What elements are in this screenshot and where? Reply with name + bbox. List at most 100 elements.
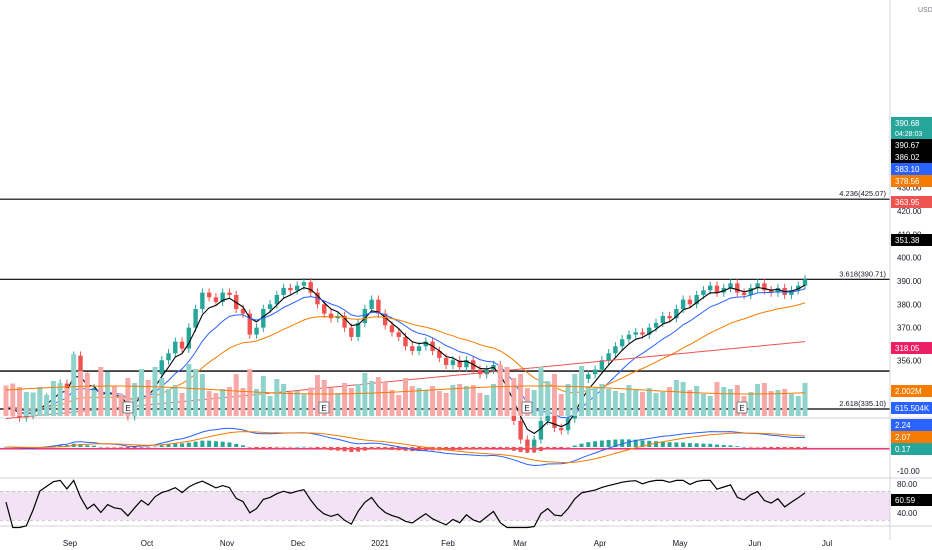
volume-bar xyxy=(457,384,463,416)
volume-bar xyxy=(660,392,666,416)
macd-histogram-bar xyxy=(647,440,652,447)
candle-body xyxy=(78,355,83,377)
macd-histogram-bar xyxy=(308,447,313,448)
candle-body xyxy=(477,369,483,375)
candle-body xyxy=(206,292,212,298)
candle-body xyxy=(599,360,605,370)
rsi-pane xyxy=(0,479,890,529)
macd-histogram-bar xyxy=(240,445,245,447)
volume-bar xyxy=(775,390,781,416)
volume-bar xyxy=(416,388,422,416)
macd-histogram-bar xyxy=(132,447,137,449)
x-tick-label: May xyxy=(672,539,687,548)
volume-bar xyxy=(274,379,280,416)
candle-body xyxy=(714,285,720,293)
price-tag-timer: 04:28:03 xyxy=(895,131,922,138)
candle-body xyxy=(355,322,361,337)
macd-histogram-bar xyxy=(525,447,530,453)
macd-histogram-bar xyxy=(545,447,550,450)
candle-body xyxy=(741,292,747,295)
volume-bar xyxy=(186,364,192,416)
earnings-marker xyxy=(318,401,330,414)
volume-bar xyxy=(125,378,131,416)
macd-histogram-bar xyxy=(200,440,205,447)
macd-histogram-bar xyxy=(714,444,719,447)
candle-body xyxy=(423,341,429,347)
macd-histogram-bar xyxy=(389,447,394,451)
macd-histogram-bar xyxy=(85,445,90,447)
y-tick-label: 380.00 xyxy=(897,300,922,309)
price-tag-label: 390.67 xyxy=(895,141,920,150)
volume-bar xyxy=(518,374,524,416)
macd-histogram-bar xyxy=(301,446,306,448)
volume-bar xyxy=(77,371,83,416)
axis-layer: USD356.00370.00380.00390.00400.00410.004… xyxy=(63,0,932,548)
fib-level-label: 4.236(425.07) xyxy=(839,189,886,198)
candle-body xyxy=(173,341,178,354)
y-tick-label: 430.00 xyxy=(897,184,922,193)
y-tick-label: 420.00 xyxy=(897,207,922,216)
candle-body xyxy=(294,285,300,291)
volume-bar xyxy=(172,385,178,416)
volume-bar xyxy=(463,386,469,416)
volume-bar xyxy=(145,380,151,416)
volume-ma-tag-bg xyxy=(891,385,932,397)
volume-bar xyxy=(565,384,571,416)
macd-histogram-bar xyxy=(159,445,164,447)
macd-histogram-bar xyxy=(417,447,422,451)
price-tag-label: 378.56 xyxy=(895,177,920,186)
volume-tag-bg xyxy=(891,402,932,414)
volume-bar xyxy=(213,393,219,416)
macd-histogram-bar xyxy=(166,444,171,447)
candle-body xyxy=(640,332,645,335)
volume-bar xyxy=(707,396,713,416)
volume-bar xyxy=(491,384,497,416)
macd-histogram-bar xyxy=(477,447,482,450)
volume-bar xyxy=(470,385,476,416)
volume-bar xyxy=(287,392,293,416)
volume-bar xyxy=(17,387,23,416)
volume-bar xyxy=(680,382,686,416)
macd-histogram-bar xyxy=(105,447,110,448)
macd-histogram-bar xyxy=(125,447,130,449)
fib-level-label: 3.618(390.71) xyxy=(839,269,886,278)
price-tag-label: 390.68 xyxy=(895,119,920,128)
volume-bar xyxy=(606,389,612,416)
volume-bar xyxy=(193,369,199,416)
volume-bar xyxy=(436,391,442,416)
macd-histogram-bar xyxy=(782,447,787,449)
volume-bar xyxy=(166,389,172,416)
macd-histogram-bar xyxy=(654,441,659,447)
macd-histogram-bar xyxy=(193,441,198,447)
candle-body xyxy=(728,283,733,288)
candle-body xyxy=(308,282,313,293)
earnings-marker-label: E xyxy=(125,404,130,413)
candle-body xyxy=(64,383,70,389)
candle-body xyxy=(396,332,401,337)
x-tick-label: Apr xyxy=(594,539,607,548)
candle-body xyxy=(179,341,185,349)
currency-label: USD xyxy=(918,7,932,14)
macd-histogram-bar xyxy=(464,447,469,450)
volume-bar xyxy=(355,384,361,416)
volume-bar xyxy=(281,384,287,416)
volume-bar xyxy=(260,376,266,416)
candle-body xyxy=(342,315,347,328)
volume-bar xyxy=(687,390,693,416)
price-tag-label-bg xyxy=(891,342,932,354)
volume-bar xyxy=(362,373,368,416)
candle-body xyxy=(240,308,246,314)
macd-histogram-bar xyxy=(329,447,334,451)
earnings-marker-label: E xyxy=(524,404,529,413)
volume-bar xyxy=(335,393,341,416)
volume-bar xyxy=(348,388,354,416)
candle-body xyxy=(416,346,422,351)
volume-bar xyxy=(308,387,314,416)
macd-histogram-bar xyxy=(796,447,801,449)
volume-bar xyxy=(646,388,652,416)
macd-histogram-bar xyxy=(498,447,503,449)
x-tick-label: Oct xyxy=(141,539,154,548)
volume-bar xyxy=(477,393,483,416)
macd-histogram-bar xyxy=(708,443,713,447)
volume-bar xyxy=(572,374,578,416)
